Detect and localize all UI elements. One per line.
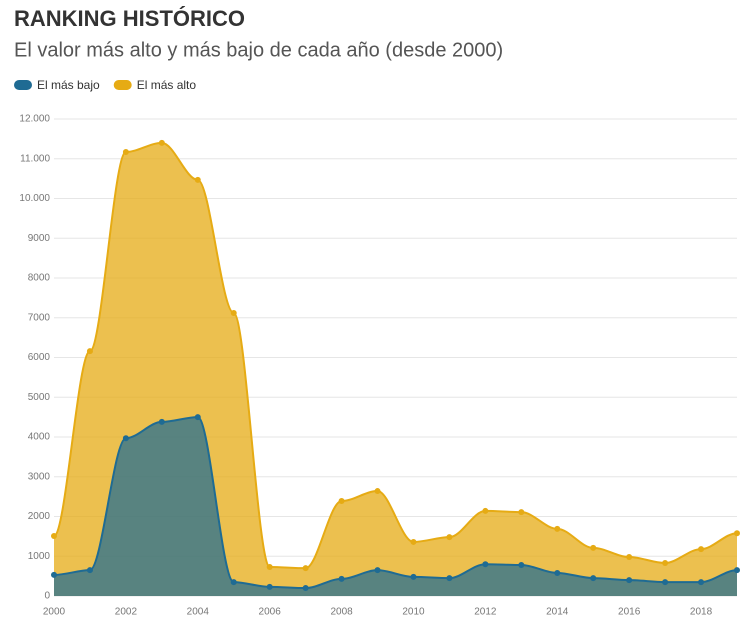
point (230, 579, 237, 586)
x-tick-label: 2012 (474, 607, 497, 618)
point (410, 573, 417, 580)
point (230, 309, 237, 316)
point (554, 569, 561, 576)
point (482, 561, 489, 568)
y-tick-label: 9000 (28, 233, 51, 244)
point (698, 579, 705, 586)
y-tick-label: 1000 (28, 551, 51, 562)
point (338, 575, 345, 582)
legend-swatch (113, 80, 132, 90)
point (734, 530, 740, 537)
point (266, 563, 273, 570)
x-tick-label: 2004 (187, 607, 210, 618)
point (122, 435, 129, 442)
point (446, 575, 453, 582)
x-tick-label: 2010 (402, 607, 425, 618)
chart-title: RANKING HISTÓRICO (14, 6, 245, 31)
y-tick-label: 0 (44, 591, 50, 602)
y-tick-label: 8000 (28, 273, 51, 284)
point (662, 579, 669, 586)
legend-swatch (14, 80, 32, 90)
x-tick-label: 2008 (330, 607, 353, 618)
y-tick-label: 7000 (28, 312, 51, 323)
x-tick-label: 2002 (115, 607, 138, 618)
point (86, 348, 93, 355)
x-tick-label: 2016 (618, 607, 641, 618)
point (626, 577, 633, 584)
y-tick-label: 4000 (28, 432, 51, 443)
area (54, 142, 737, 596)
legend-label: El más alto (137, 78, 197, 92)
x-tick-label: 2000 (43, 607, 66, 618)
y-tick-label: 11.000 (20, 153, 50, 164)
point (158, 139, 165, 146)
point (194, 176, 201, 183)
y-tick-label: 6000 (28, 352, 51, 363)
point (410, 538, 417, 545)
point (302, 565, 309, 572)
point (518, 561, 525, 568)
y-tick-label: 10.000 (19, 193, 50, 204)
x-tick-label: 2014 (546, 607, 569, 618)
point (86, 567, 93, 574)
point (374, 488, 381, 495)
point (626, 554, 633, 561)
point (51, 571, 57, 578)
x-tick-label: 2018 (690, 607, 713, 618)
chart-subtitle: El valor más alto y más bajo de cada año… (14, 39, 503, 61)
point (338, 497, 345, 504)
point (302, 585, 309, 592)
point (158, 418, 165, 425)
point (662, 560, 669, 567)
legend-label: El más bajo (37, 78, 100, 92)
point (194, 414, 201, 421)
point (734, 567, 740, 574)
point (518, 509, 525, 516)
point (374, 567, 381, 574)
point (446, 534, 453, 541)
point (122, 148, 129, 155)
x-tick-label: 2006 (259, 607, 282, 618)
y-tick-label: 2000 (28, 511, 51, 522)
y-tick-label: 12.000 (19, 114, 50, 125)
y-tick-label: 3000 (28, 471, 51, 482)
y-tick-label: 5000 (28, 392, 51, 403)
point (266, 583, 273, 590)
point (698, 546, 705, 553)
area (54, 417, 737, 596)
point (51, 532, 57, 539)
point (554, 525, 561, 532)
point (590, 575, 597, 582)
point (590, 544, 597, 551)
point (482, 507, 489, 514)
